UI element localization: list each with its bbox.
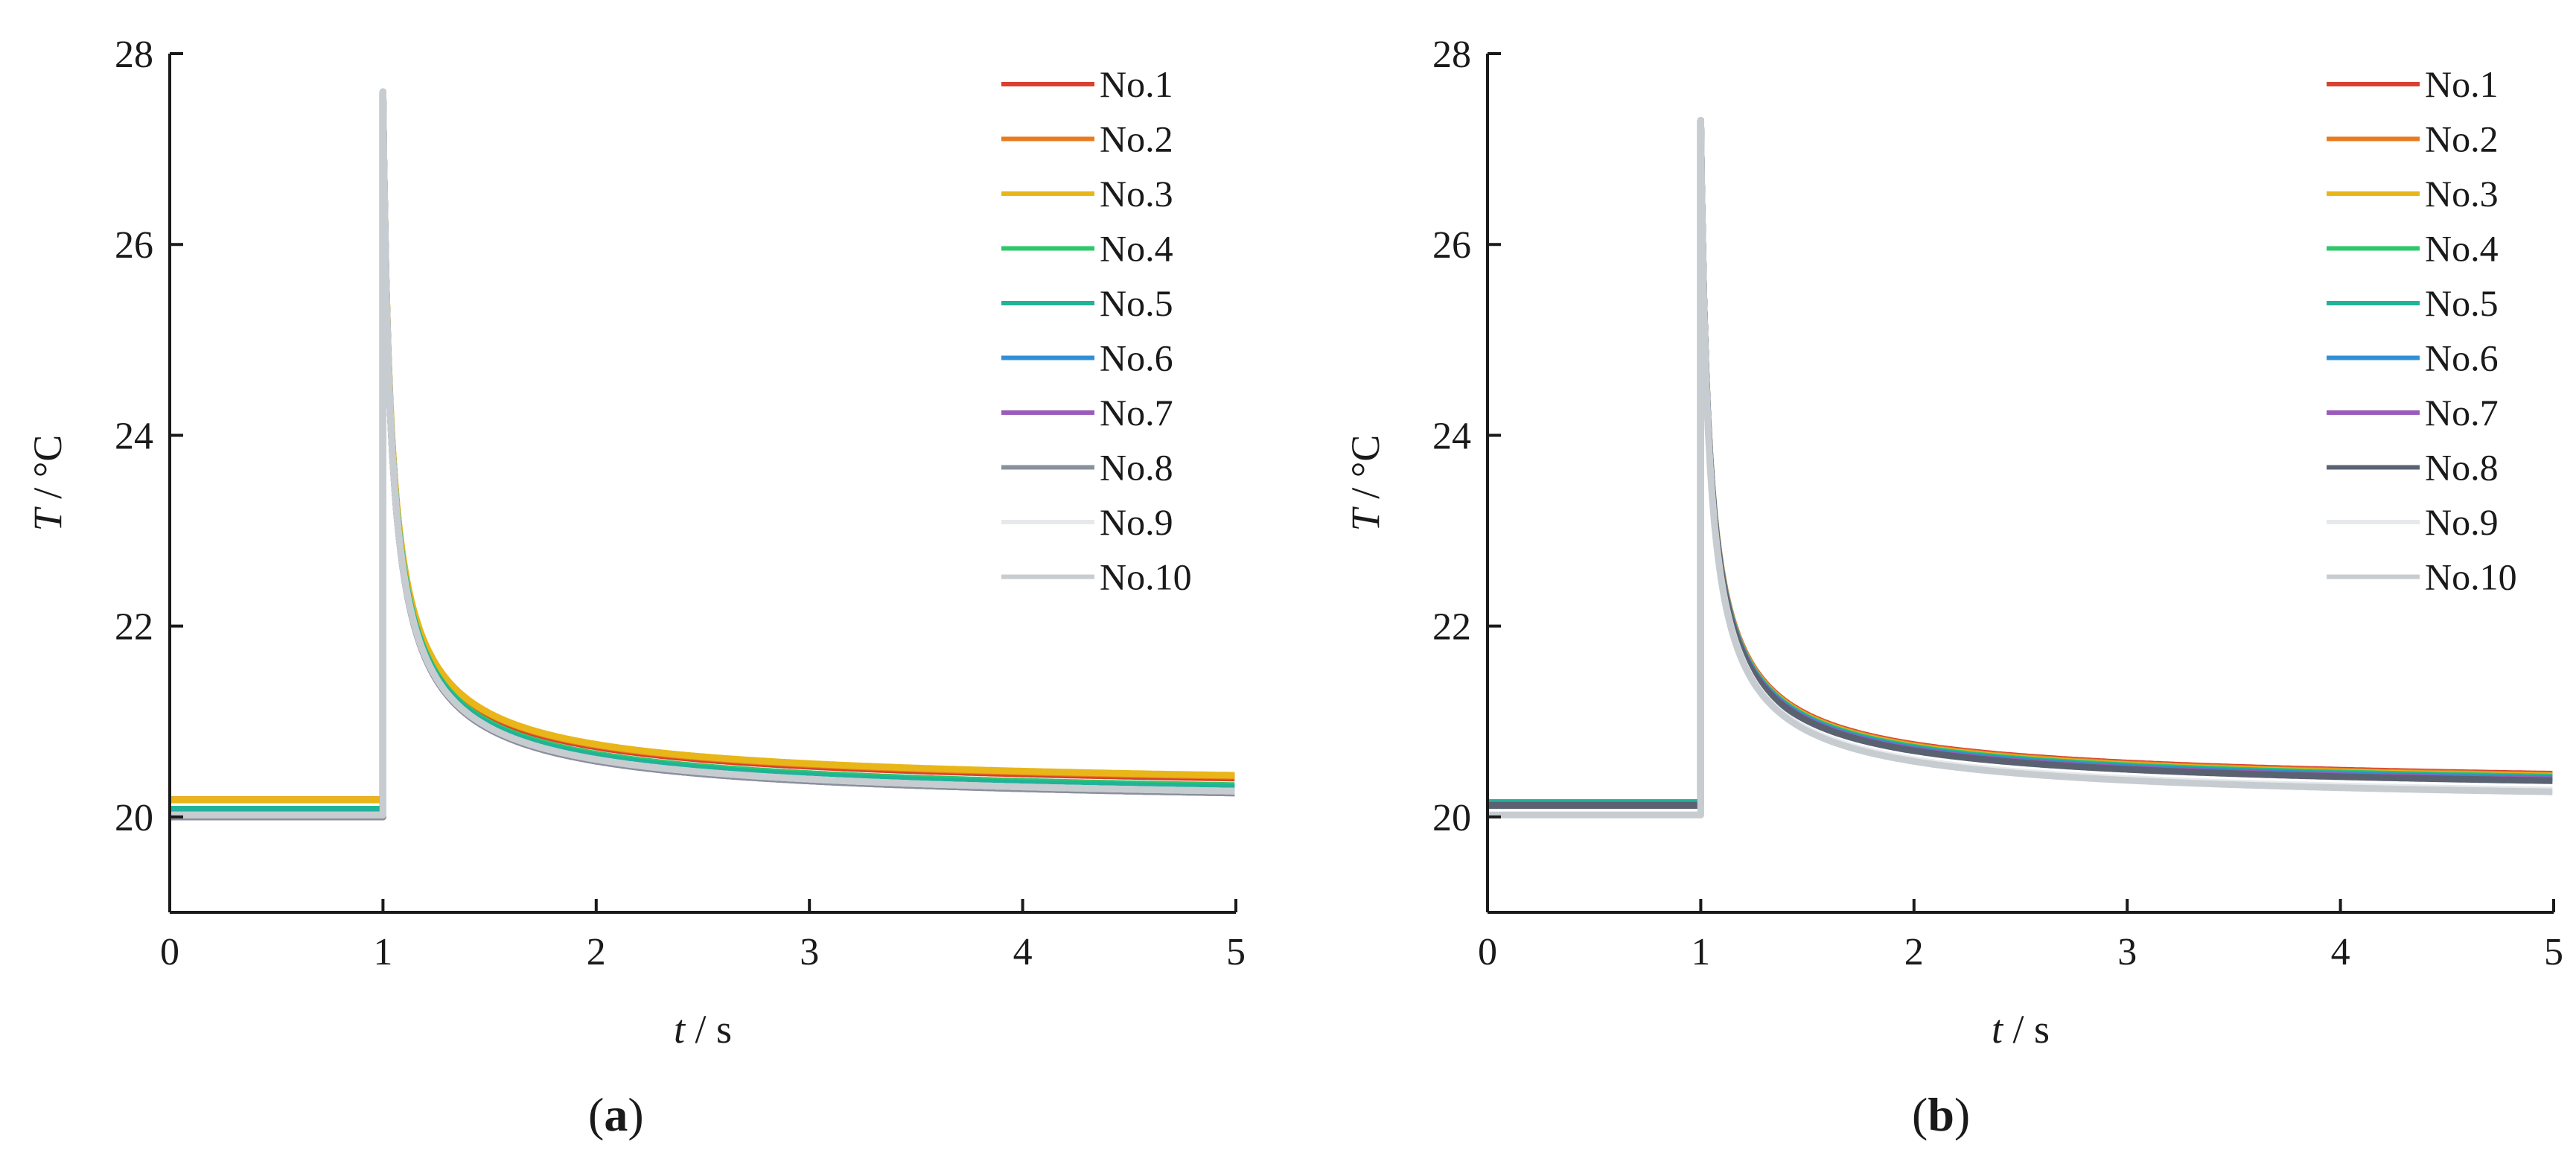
series-group bbox=[1488, 117, 2554, 818]
series-line-3 bbox=[1488, 117, 2554, 807]
y-axis-unit: / °C bbox=[1343, 435, 1388, 509]
x-tick-label: 5 bbox=[1226, 931, 1246, 973]
legend-label-1: No.1 bbox=[1100, 63, 1173, 105]
legend-label-8: No.8 bbox=[1100, 447, 1173, 489]
legend-label-9: No.9 bbox=[2425, 501, 2499, 543]
panel-letter-a: a bbox=[604, 1088, 628, 1141]
series-group bbox=[170, 88, 1236, 821]
y-tick-label: 28 bbox=[115, 34, 153, 76]
x-tick-label: 0 bbox=[160, 931, 179, 973]
x-tick-label: 1 bbox=[373, 931, 392, 973]
x-axis-unit: / s bbox=[2003, 1007, 2050, 1052]
x-tick-label: 0 bbox=[1478, 931, 1497, 973]
x-axis-unit: / s bbox=[685, 1007, 732, 1052]
legend-label-10: No.10 bbox=[2425, 556, 2517, 598]
panel-label-b: (b) bbox=[1912, 1088, 1971, 1141]
series-line-6 bbox=[170, 88, 1236, 821]
y-axis-variable: T bbox=[25, 506, 70, 531]
series-line-2 bbox=[1488, 117, 2554, 807]
legend-label-4: No.4 bbox=[2425, 228, 2499, 270]
series-line-5 bbox=[1488, 117, 2554, 807]
legend-label-10: No.10 bbox=[1100, 556, 1192, 598]
y-axis-unit: / °C bbox=[25, 435, 70, 509]
series-line-10 bbox=[170, 88, 1236, 818]
legend-label-3: No.3 bbox=[2425, 173, 2499, 214]
x-axis-variable: t bbox=[674, 1007, 686, 1052]
legend-label-4: No.4 bbox=[1100, 228, 1173, 270]
x-tick-label: 3 bbox=[2117, 931, 2137, 973]
legend-label-3: No.3 bbox=[1100, 173, 1173, 214]
x-tick-label: 4 bbox=[2331, 931, 2350, 973]
series-line-2 bbox=[170, 88, 1236, 804]
legend-label-8: No.8 bbox=[2425, 447, 2499, 489]
y-axis-label: T / °C bbox=[1343, 435, 1388, 532]
series-line-9 bbox=[170, 88, 1236, 818]
series-line-1 bbox=[1488, 117, 2554, 807]
legend-label-7: No.7 bbox=[2425, 392, 2499, 433]
y-axis-variable: T bbox=[1343, 506, 1388, 531]
series-line-4 bbox=[1488, 117, 2554, 807]
legend: No.1 No.2 No.3 No.4 No.5 No.6 No.7 No.8 No.9 No.1… bbox=[2327, 63, 2517, 598]
series-line-4 bbox=[170, 88, 1236, 813]
legend-label-1: No.1 bbox=[2425, 63, 2499, 105]
panel-label-a: (a) bbox=[588, 1088, 644, 1141]
legend-label-6: No.6 bbox=[2425, 337, 2499, 379]
y-tick-label: 24 bbox=[115, 415, 153, 457]
y-axis-label: T / °C bbox=[25, 435, 70, 532]
x-tick-label: 4 bbox=[1013, 931, 1033, 973]
x-axis-label: t / s bbox=[1992, 1007, 2050, 1052]
y-tick-label: 26 bbox=[1432, 224, 1471, 267]
y-tick-label: 20 bbox=[115, 797, 153, 839]
y-tick-label: 24 bbox=[1432, 415, 1471, 457]
series-line-6 bbox=[1488, 117, 2554, 808]
legend-label-9: No.9 bbox=[1100, 501, 1173, 543]
x-tick-label: 1 bbox=[1691, 931, 1710, 973]
legend-label-2: No.2 bbox=[1100, 118, 1173, 160]
series-line-8 bbox=[170, 88, 1236, 821]
y-tick-label: 22 bbox=[1432, 606, 1471, 649]
panel-letter-b: b bbox=[1928, 1088, 1954, 1141]
x-tick-label: 5 bbox=[2544, 931, 2563, 973]
x-tick-label: 3 bbox=[800, 931, 819, 973]
legend-label-2: No.2 bbox=[2425, 118, 2499, 160]
legend-label-5: No.5 bbox=[1100, 282, 1173, 324]
legend-label-5: No.5 bbox=[2425, 282, 2499, 324]
legend: No.1 No.2 No.3 No.4 No.5 No.6 No.7 No.8 No.9 No.1… bbox=[1001, 63, 1192, 598]
series-line-10 bbox=[1488, 117, 2554, 818]
y-tick-label: 28 bbox=[1432, 34, 1471, 76]
x-axis-label: t / s bbox=[674, 1007, 732, 1052]
y-tick-label: 20 bbox=[1432, 797, 1471, 839]
y-tick-label: 26 bbox=[115, 224, 153, 267]
x-tick-label: 2 bbox=[587, 931, 606, 973]
series-line-1 bbox=[170, 88, 1236, 804]
legend-label-6: No.6 bbox=[1100, 337, 1173, 379]
x-axis-variable: t bbox=[1992, 1007, 2004, 1052]
series-line-7 bbox=[170, 88, 1236, 821]
x-tick-label: 2 bbox=[1904, 931, 1924, 973]
series-line-8 bbox=[1488, 117, 2554, 809]
series-line-5 bbox=[170, 88, 1236, 813]
y-tick-label: 22 bbox=[115, 606, 153, 649]
legend-label-7: No.7 bbox=[1100, 392, 1173, 433]
series-line-7 bbox=[1488, 117, 2554, 809]
series-line-3 bbox=[170, 88, 1236, 804]
